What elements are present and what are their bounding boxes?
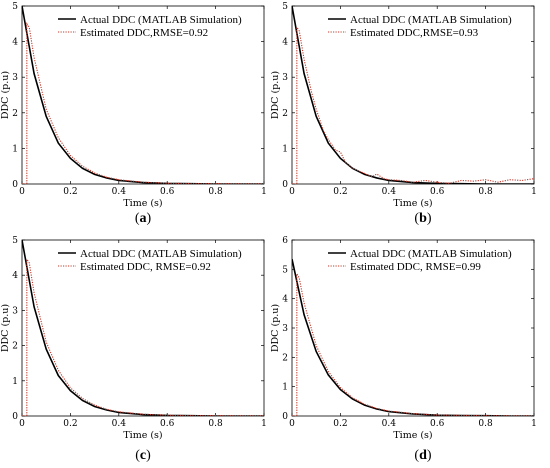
- y-tick-label: 0: [282, 180, 288, 190]
- x-tick-label: 0.8: [208, 187, 223, 197]
- x-tick-label: 0.2: [333, 187, 347, 197]
- y-tick-label: 1: [282, 383, 288, 393]
- x-axis-label: Time (s): [393, 198, 432, 209]
- series-line-estimated: [22, 22, 264, 184]
- plot-area: [22, 6, 264, 184]
- x-tick-label: 0.8: [208, 419, 223, 429]
- y-tick-label: 3: [12, 306, 18, 316]
- y-tick-label: 3: [12, 73, 18, 83]
- y-tick-label: 4: [282, 38, 288, 48]
- legend-entry: Actual DDC (MATLAB Simulation): [350, 248, 512, 260]
- y-tick-label: 2: [12, 109, 18, 119]
- x-tick-label: 1: [531, 419, 537, 429]
- series-line-actual: [22, 6, 264, 184]
- plot-area: [292, 6, 534, 184]
- plot-area: [22, 240, 264, 416]
- legend-entry: Actual DDC (MATLAB Simulation): [80, 248, 242, 260]
- x-tick-label: 0.6: [160, 187, 175, 197]
- x-tick-label: 0.4: [112, 419, 127, 429]
- y-tick-label: 3: [282, 73, 288, 83]
- chart-panel-c: 0 0.2 0.4 0.6 0.8 1 0 1 2 3 4 5 Time (s) DDC (p.u) Act…: [0, 236, 267, 463]
- series-line-estimated: [22, 257, 264, 416]
- x-axis-label: Time (s): [123, 430, 162, 441]
- x-tick-label: 0.4: [382, 187, 397, 197]
- y-tick-label: 0: [12, 412, 18, 422]
- y-tick-label: 1: [12, 377, 18, 387]
- y-tick-label: 2: [282, 353, 288, 363]
- x-tick-label: 0: [19, 187, 25, 197]
- x-tick-label: 0.6: [430, 419, 445, 429]
- x-tick-label: 1: [261, 419, 267, 429]
- y-axis-label: DDC (p.u): [0, 71, 11, 119]
- plot-area: [292, 258, 534, 416]
- series-line-estimated: [292, 273, 534, 416]
- panel-label: (c): [135, 448, 151, 463]
- y-tick-label: 0: [12, 180, 18, 190]
- legend-entry: Actual DDC (MATLAB Simulation): [80, 14, 242, 26]
- y-tick-label: 4: [12, 38, 18, 48]
- y-tick-label: 1: [12, 144, 18, 154]
- y-tick-label: 5: [282, 2, 288, 12]
- y-tick-label: 0: [282, 412, 288, 422]
- axes-box: [21, 5, 265, 185]
- y-tick-label: 2: [12, 342, 18, 352]
- y-tick-label: 5: [12, 236, 18, 246]
- y-tick-label: 5: [282, 265, 288, 275]
- x-tick-label: 0.4: [112, 187, 127, 197]
- y-tick-label: 1: [282, 144, 288, 154]
- legend-entry: Estimated DDC, RMSE=0.92: [80, 261, 211, 273]
- chart-panel-d: 0 0.2 0.4 0.6 0.8 1 0 1 2 3 4 5 6 Time (s) DDC (p.u) Ac…: [270, 236, 537, 463]
- y-tick-label: 3: [282, 324, 288, 334]
- x-axis-label: Time (s): [123, 198, 162, 209]
- x-tick-label: 0: [289, 419, 295, 429]
- chart-panel-a: 0 0.2 0.4 0.6 0.8 1 0 1 2 3 4 5 Time (s) DDC (p.u) Act…: [0, 2, 267, 226]
- x-tick-label: 0.6: [430, 187, 445, 197]
- x-tick-label: 0.4: [382, 419, 397, 429]
- x-tick-label: 0: [289, 187, 295, 197]
- x-tick-label: 0.8: [478, 187, 493, 197]
- y-tick-label: 5: [12, 2, 18, 12]
- y-tick-label: 4: [12, 271, 18, 281]
- x-tick-label: 1: [531, 187, 537, 197]
- legend-entry: Estimated DDC, RMSE=0.99: [350, 261, 481, 273]
- x-tick-label: 0.6: [160, 419, 175, 429]
- panel-label: (d): [414, 448, 431, 463]
- legend-entry: Estimated DDC,RMSE=0.92: [80, 27, 208, 39]
- series-line-actual: [292, 258, 534, 416]
- axes-box: [291, 5, 535, 185]
- legend-entry: Estimated DDC,RMSE=0.93: [350, 27, 479, 39]
- y-tick-label: 4: [282, 295, 288, 305]
- series-line-estimated: [292, 25, 534, 184]
- x-tick-label: 0.2: [63, 187, 77, 197]
- x-tick-label: 0.8: [478, 419, 493, 429]
- x-tick-label: 0.2: [63, 419, 77, 429]
- y-tick-label: 2: [282, 109, 288, 119]
- axes-box: [21, 239, 265, 417]
- chart-panel-b: 0 0.2 0.4 0.6 0.8 1 0 1 2 3 4 5 Time (s) DDC (p.u) Act…: [270, 2, 537, 226]
- panel-label: (a): [135, 211, 152, 226]
- x-axis-label: Time (s): [393, 430, 432, 441]
- x-tick-label: 0.2: [333, 419, 347, 429]
- x-tick-label: 1: [261, 187, 267, 197]
- y-axis-label: DDC (p.u): [0, 304, 11, 352]
- x-tick-label: 0: [19, 419, 25, 429]
- y-axis-label: DDC (p.u): [270, 304, 281, 352]
- y-axis-label: DDC (p.u): [270, 71, 281, 119]
- y-tick-label: 6: [282, 236, 288, 246]
- panel-label: (b): [414, 211, 431, 226]
- legend-entry: Actual DDC (MATLAB Simulation): [350, 14, 512, 26]
- series-line-actual: [292, 6, 534, 184]
